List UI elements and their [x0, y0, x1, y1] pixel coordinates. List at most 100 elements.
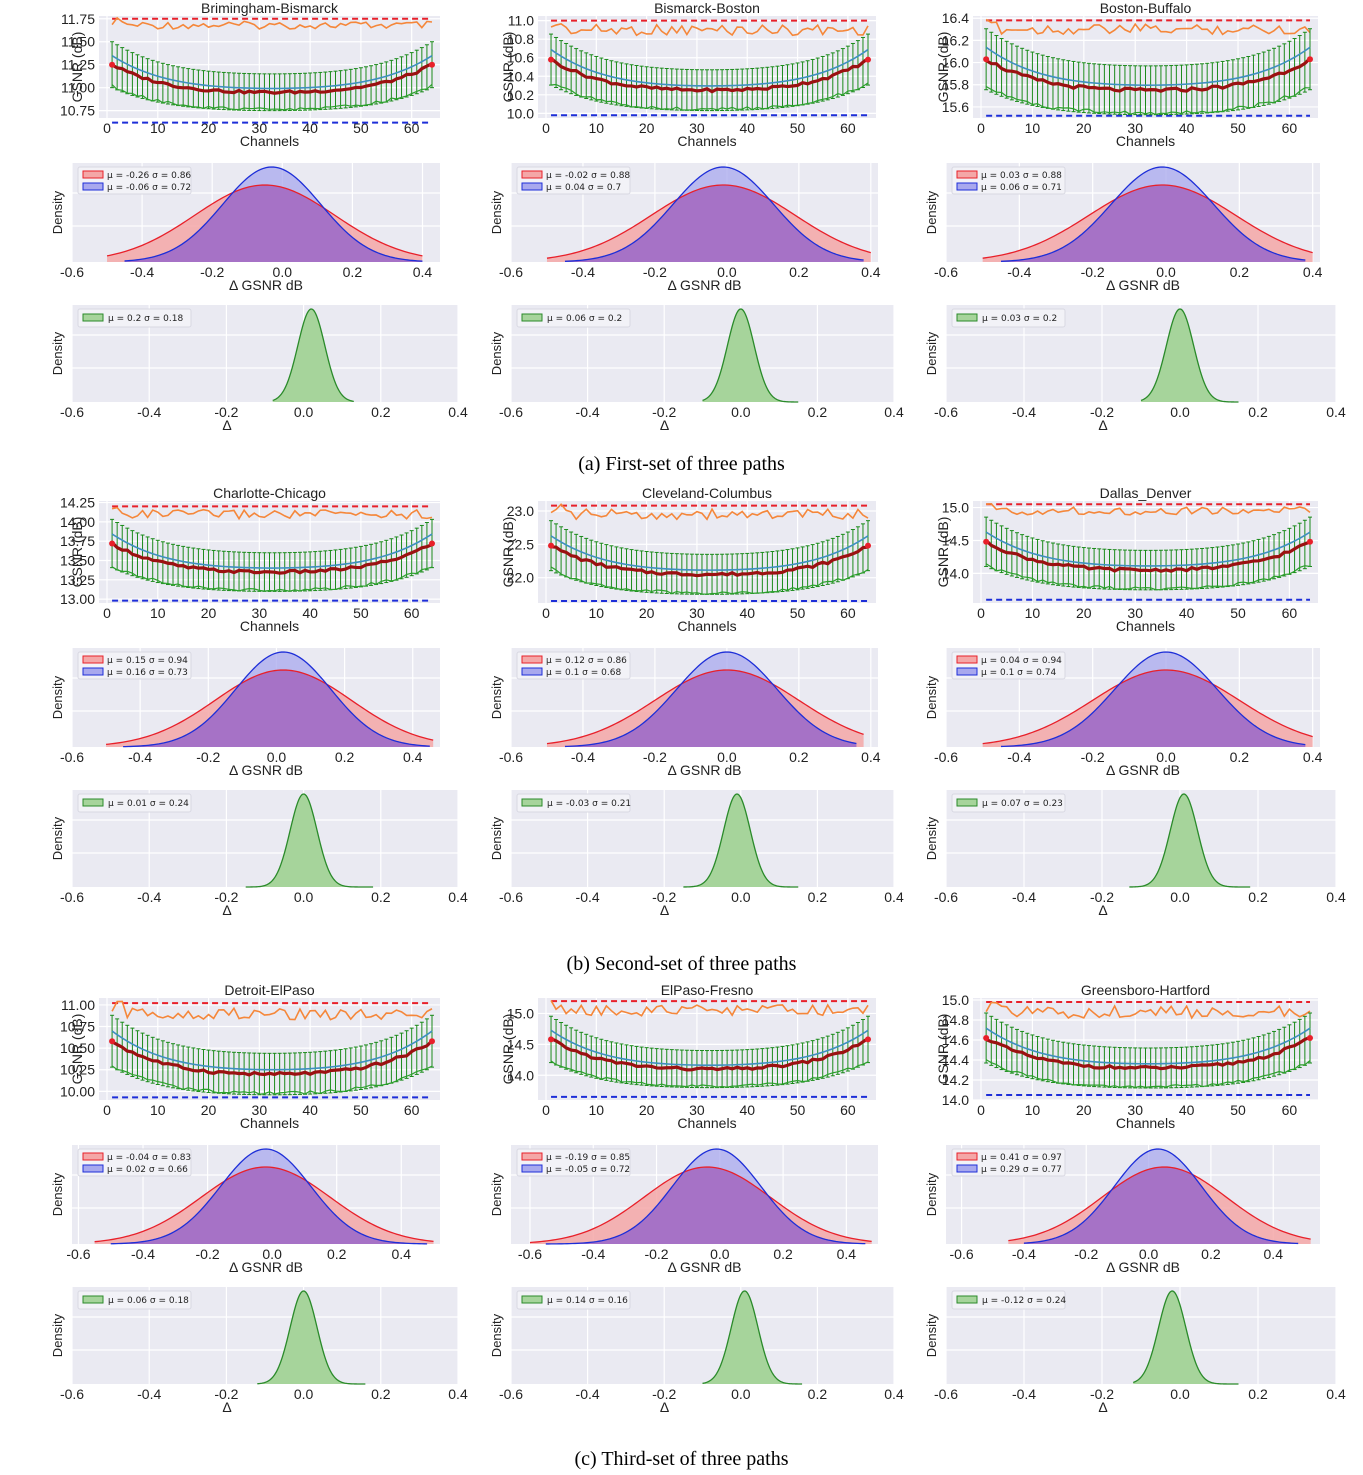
chart-title: Greensboro-Hartford — [1081, 982, 1210, 998]
x-tick-label: 0.0 — [731, 1386, 751, 1402]
legend-swatch-red — [82, 1152, 104, 1161]
legend-label-blue: μ = 0.16 σ = 0.73 — [107, 668, 188, 678]
y-tick-label: 11.25 — [61, 57, 95, 73]
y-tick-label: 15.8 — [942, 77, 969, 93]
x-tick-label: -0.6 — [934, 749, 958, 765]
x-tick-label: 20 — [639, 1102, 655, 1118]
x-tick-label: 40 — [739, 120, 755, 136]
mean-marker — [1307, 56, 1313, 63]
y-tick-label: 22.5 — [507, 536, 534, 552]
delta-density-line — [1140, 308, 1239, 403]
x-tick-label: 40 — [1179, 1102, 1195, 1118]
y-tick-label: 11.50 — [61, 34, 95, 50]
x-tick-label: -0.4 — [576, 889, 600, 905]
y-tick-label: 22.0 — [507, 570, 534, 586]
delta-legend — [951, 1290, 1066, 1310]
mean-marker — [1307, 1035, 1313, 1041]
x-tick-label: -0.4 — [1012, 889, 1036, 905]
red-density-line — [982, 184, 1313, 259]
y-axis-label: Density — [489, 1313, 504, 1357]
min-gsnr-line — [550, 1060, 869, 1088]
y-axis-label: Density — [50, 675, 65, 719]
x-tick-label: 0.2 — [1248, 1386, 1268, 1402]
mean-marker — [983, 56, 990, 63]
x-axis-label: Channels — [240, 1115, 299, 1131]
legend-swatch-blue — [956, 667, 978, 676]
x-tick-label: -0.6 — [934, 404, 958, 420]
y-tick-label: 10.0 — [507, 105, 534, 121]
x-axis-label: Δ — [1098, 417, 1107, 433]
x-tick-label: 20 — [1076, 605, 1092, 621]
legend-label-blue: μ = 0.1 σ = 0.74 — [981, 668, 1056, 678]
x-tick-label: -0.2 — [1074, 1246, 1098, 1262]
delta-density-area — [1141, 309, 1239, 402]
x-tick-label: 50 — [353, 1102, 369, 1118]
y-axis-label: GSNR (dB) — [69, 517, 85, 588]
x-tick-label: -0.6 — [60, 404, 84, 420]
blue-density-line — [564, 166, 864, 262]
x-tick-label: 30 — [689, 1102, 705, 1118]
x-tick-label: 40 — [1179, 120, 1195, 136]
measured-gsnr-line — [550, 1029, 869, 1066]
measured-gsnr-line — [550, 48, 869, 87]
x-tick-label: 20 — [201, 605, 217, 621]
x-tick-label: 0.0 — [1139, 1246, 1159, 1262]
x-tick-label: 0.4 — [1303, 264, 1323, 280]
delta-density-area — [702, 309, 799, 402]
x-axis-label: Δ — [660, 417, 669, 433]
measured-gsnr-line — [985, 531, 1311, 567]
x-tick-label: 40 — [302, 1102, 318, 1118]
legend-label-green: μ = 0.01 σ = 0.24 — [108, 799, 189, 809]
y-axis-label: Density — [50, 1172, 65, 1216]
x-tick-label: 60 — [1282, 120, 1298, 136]
y-tick-label: 15.6 — [942, 99, 969, 115]
x-tick-label: 0 — [103, 605, 111, 621]
x-tick-label: 0.2 — [789, 264, 809, 280]
red-density-line — [546, 669, 864, 745]
x-tick-label: -0.6 — [499, 404, 523, 420]
x-tick-label: 0.4 — [884, 889, 904, 905]
x-tick-label: 0.0 — [273, 264, 293, 280]
mean-marker — [548, 1036, 555, 1043]
mean-marker — [429, 1038, 435, 1045]
x-axis-label: Channels — [1116, 133, 1175, 149]
y-tick-label: 10.75 — [60, 103, 95, 119]
x-tick-label: -0.2 — [214, 1386, 238, 1402]
x-tick-label: 60 — [1282, 605, 1298, 621]
x-tick-label: -0.6 — [499, 1386, 523, 1402]
x-tick-label: 40 — [739, 1102, 755, 1118]
x-tick-label: -0.4 — [576, 1386, 600, 1402]
y-axis-label: GSNR (dB) — [69, 1014, 85, 1085]
delta-density-area — [257, 1291, 366, 1384]
delta-density-line — [272, 308, 354, 402]
measured-gsnr-line — [985, 46, 1311, 86]
x-tick-label: 10 — [150, 1102, 166, 1118]
mean-marker — [429, 61, 435, 68]
mean-marker — [109, 540, 116, 547]
x-tick-label: 0.2 — [808, 1386, 828, 1402]
delta-density-area — [1129, 794, 1251, 887]
y-tick-label: 13.25 — [60, 572, 95, 588]
blue-density-line — [110, 1148, 428, 1245]
y-axis-label: GSNR (dB) — [69, 32, 85, 103]
x-tick-label: -0.4 — [1012, 1246, 1036, 1262]
x-tick-label: 0.0 — [294, 1386, 314, 1402]
legend-swatch-red — [956, 655, 978, 664]
x-tick-label: 0.2 — [808, 404, 828, 420]
x-tick-label: 0.2 — [1201, 1246, 1221, 1262]
mean-gsnr-line — [550, 57, 869, 94]
density-legend — [516, 166, 631, 195]
y-tick-label: 16.2 — [942, 32, 969, 48]
y-tick-label: 14.2 — [942, 1072, 969, 1088]
y-tick-label: 11.00 — [61, 997, 95, 1013]
x-tick-label: 0.0 — [1156, 749, 1176, 765]
x-tick-label: 0 — [977, 605, 985, 621]
legend-swatch-blue — [82, 1164, 104, 1173]
x-tick-label: 0 — [977, 1102, 985, 1118]
mean-gsnr-line — [550, 1037, 869, 1072]
delta-density-area — [702, 1291, 803, 1384]
blue-density-line — [1000, 166, 1306, 262]
x-tick-label: 0.2 — [789, 749, 809, 765]
x-axis-label: Δ GSNR dB — [1106, 277, 1180, 293]
y-tick-label: 14.5 — [942, 532, 969, 548]
